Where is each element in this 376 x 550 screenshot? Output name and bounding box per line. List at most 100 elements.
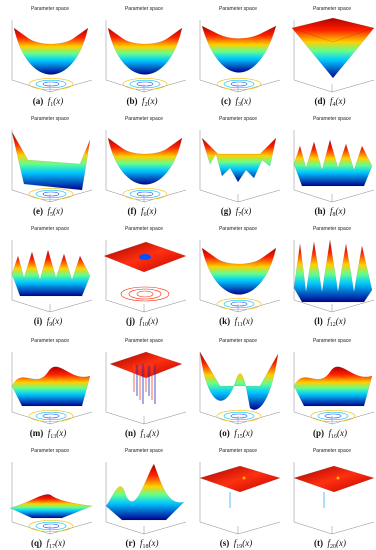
panel-title: Parameter space (125, 116, 163, 122)
caption-arg: (x) (336, 206, 346, 216)
panel: Parameter space (h) f8(x) (293, 116, 375, 218)
caption: (t) f20(x) (314, 538, 346, 550)
caption-func: f (235, 316, 239, 326)
panel: Parameter space (n) f14(x) (105, 338, 187, 440)
surface (11, 249, 91, 297)
caption-label: (q) (31, 538, 42, 548)
caption-sub: 11 (237, 322, 243, 328)
panel-title: Parameter space (219, 116, 257, 122)
caption-func: f (235, 96, 239, 106)
panel-title: Parameter space (313, 226, 351, 232)
caption-arg: (x) (337, 428, 347, 438)
caption-func: f (140, 538, 144, 548)
caption-label: (f) (127, 206, 136, 216)
plot (11, 352, 93, 425)
caption-sub: 12 (330, 322, 336, 328)
panel-title: Parameter space (313, 448, 351, 454)
caption: (e) f5(x) (33, 206, 63, 218)
caption-label: (e) (33, 206, 43, 216)
plot (199, 20, 281, 93)
caption-sub: 7 (238, 212, 241, 218)
contour (216, 410, 262, 422)
contour (42, 413, 60, 419)
plot (199, 351, 281, 425)
panel-title: Parameter space (31, 116, 69, 122)
caption-label: (h) (314, 206, 325, 216)
axes (105, 462, 187, 535)
caption-func: f (236, 206, 240, 216)
caption-sub: 19 (236, 544, 242, 550)
caption: (d) f4(x) (314, 96, 345, 108)
panel-title: Parameter space (219, 448, 257, 454)
caption-arg: (x) (149, 428, 159, 438)
panel-title: Parameter space (313, 116, 351, 122)
panel: Parameter space (o) f15(x) (199, 338, 281, 440)
caption-sub: 2 (145, 102, 148, 108)
panel: Parameter space (d) f4(x) (291, 6, 375, 108)
plot (293, 239, 375, 313)
panel: Parameter space (b) f2(x) (105, 6, 187, 108)
contour (120, 286, 170, 302)
contour (136, 290, 154, 298)
caption-label: (s) (220, 538, 230, 548)
caption-func: f (234, 538, 238, 548)
contour (42, 81, 60, 87)
panel: Parameter space (l) f12(x) (293, 226, 375, 328)
caption: (m) f13(x) (30, 428, 67, 440)
contour (317, 411, 349, 421)
caption-func: f (142, 96, 146, 106)
axes (293, 462, 375, 535)
caption-sub: 5 (50, 212, 53, 218)
caption-sub: 6 (144, 212, 147, 218)
caption-label: (a) (33, 96, 44, 106)
panel-title: Parameter space (31, 226, 69, 232)
caption-func: f (48, 428, 52, 438)
panel: Parameter space (q) f17(x) (9, 448, 93, 550)
contour (223, 79, 255, 89)
panel-title: Parameter space (219, 338, 257, 344)
plot (291, 17, 375, 93)
caption-sub: 13 (50, 434, 56, 440)
contour (42, 523, 60, 529)
caption-sub: 10 (142, 322, 148, 328)
contour (324, 413, 342, 419)
contour (230, 81, 248, 87)
surface (201, 247, 277, 295)
caption-sub: 9 (49, 322, 52, 328)
caption: (r) f18(x) (125, 538, 158, 550)
caption: (f) f6(x) (127, 206, 156, 218)
dip (139, 254, 151, 260)
caption-func: f (48, 96, 52, 106)
caption-sub: 4 (333, 102, 336, 108)
plot (11, 130, 93, 203)
panel: Parameter space (t) f20(x) (293, 448, 375, 550)
contour (223, 299, 255, 309)
panel-title: Parameter space (125, 338, 163, 344)
caption: (k) f11(x) (219, 316, 253, 328)
plot (293, 462, 375, 535)
caption-arg: (x) (242, 538, 252, 548)
caption-func: f (327, 538, 331, 548)
contour (28, 410, 74, 422)
axes (105, 240, 187, 313)
panel: Parameter space (f) f6(x) (105, 116, 187, 218)
panel: Parameter space (m) f13(x) (11, 338, 93, 440)
caption-arg: (x) (241, 96, 251, 106)
panel-title: Parameter space (313, 338, 351, 344)
caption-func: f (328, 428, 332, 438)
caption-sub: 8 (333, 212, 336, 218)
panel-title: Parameter space (31, 448, 69, 454)
caption: (o) f15(x) (219, 428, 253, 440)
caption-arg: (x) (336, 538, 346, 548)
caption-label: (t) (314, 538, 323, 548)
contour (136, 191, 154, 197)
panel-title: Parameter space (125, 448, 163, 454)
caption-func: f (47, 316, 51, 326)
plot (103, 240, 187, 313)
panel: Parameter space (r) f18(x) (105, 448, 187, 550)
caption-func: f (330, 96, 334, 106)
axes (293, 130, 375, 203)
caption-arg: (x) (55, 538, 65, 548)
caption-label: (b) (126, 96, 137, 106)
panel-title: Parameter space (219, 6, 257, 12)
